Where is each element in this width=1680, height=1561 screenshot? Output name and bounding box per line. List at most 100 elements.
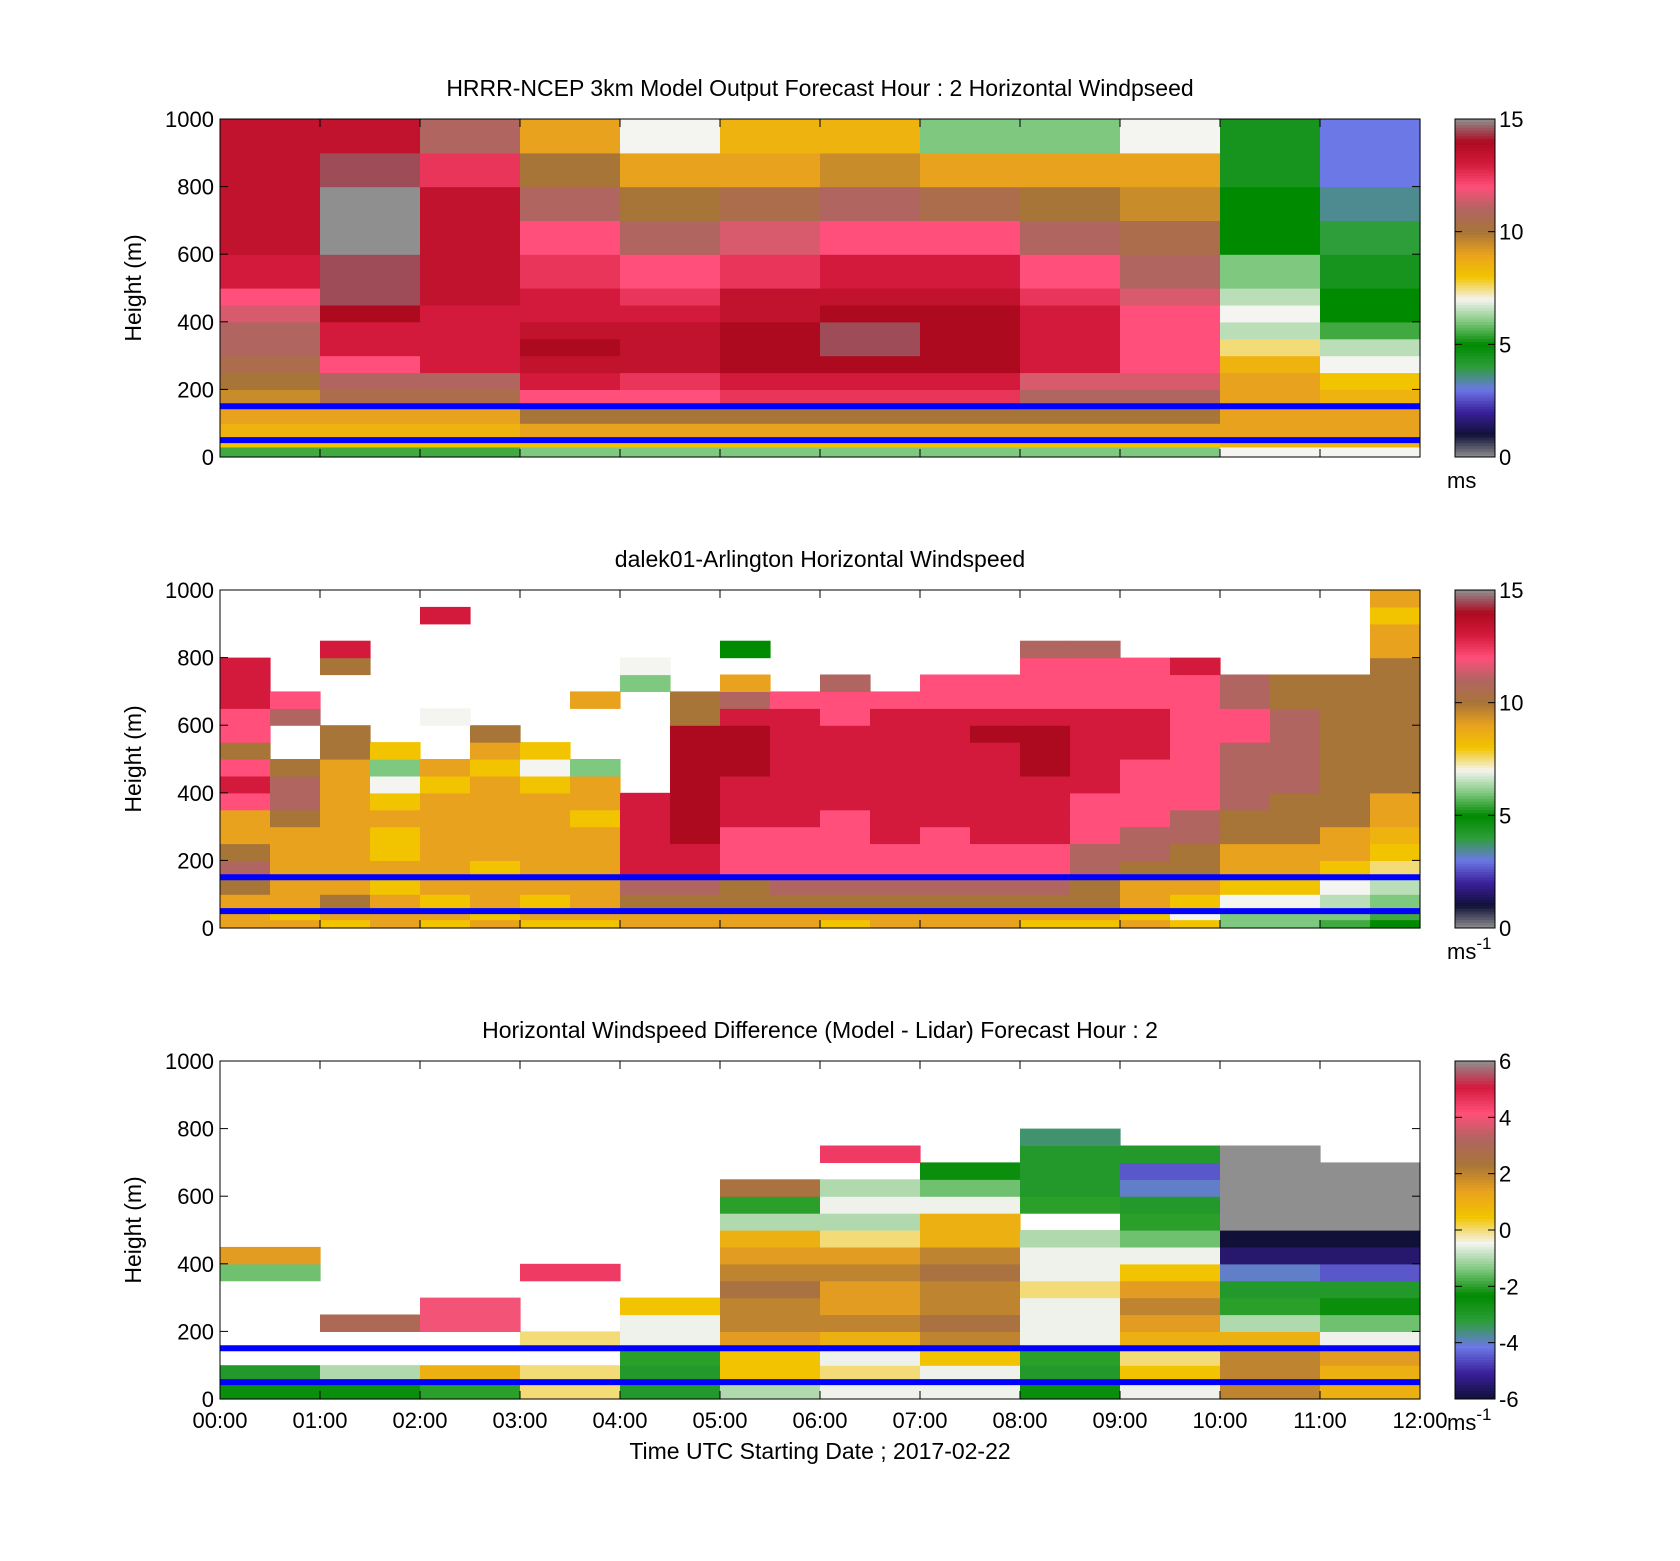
heatmap-cell xyxy=(620,406,721,424)
colorbar-segment xyxy=(1455,1218,1495,1222)
heatmap-cell xyxy=(1170,674,1221,692)
heatmap-cell xyxy=(520,775,571,794)
heatmap-cell xyxy=(1120,1213,1221,1231)
colorbar-segment xyxy=(1455,1320,1495,1324)
colorbar-segment xyxy=(1455,651,1495,656)
heatmap-cell xyxy=(720,446,821,458)
colorbar-segment xyxy=(1455,719,1495,723)
colorbar-segment xyxy=(1455,874,1495,878)
colorbar-segment xyxy=(1455,1083,1495,1087)
colorbar-segment xyxy=(1455,789,1495,794)
heatmap-cell xyxy=(620,1382,721,1400)
heatmap-cell xyxy=(220,446,321,458)
heatmap-cell xyxy=(820,1179,921,1197)
heatmap-cell xyxy=(320,1382,421,1400)
heatmap-cell xyxy=(520,406,621,424)
colorbar-tick-label: 4 xyxy=(1499,1105,1511,1130)
heatmap-cell xyxy=(720,355,821,374)
colorbar-segment xyxy=(1455,826,1495,830)
heatmap-cell xyxy=(1120,792,1171,811)
colorbar-segment xyxy=(1455,682,1495,687)
heatmap-cell xyxy=(1320,1348,1421,1366)
heatmap-cell xyxy=(1320,708,1371,726)
heatmap-cell xyxy=(770,809,821,828)
heatmap-cell xyxy=(620,220,721,255)
heatmap-cell xyxy=(1070,877,1121,895)
y-tick-label: 0 xyxy=(202,916,214,941)
heatmap-cell xyxy=(1320,338,1421,357)
colorbar-segment xyxy=(1455,206,1495,210)
colorbar-segment xyxy=(1455,911,1495,915)
heatmap-cell xyxy=(820,1348,921,1366)
heatmap-cell xyxy=(920,338,1021,357)
heatmap-cell xyxy=(1270,792,1321,811)
colorbar-segment xyxy=(1455,268,1495,272)
colorbar-segment xyxy=(1455,809,1495,813)
colorbar-segment xyxy=(1455,130,1495,134)
heatmap-cell xyxy=(320,860,371,878)
heatmap-cell xyxy=(920,1280,1021,1299)
heatmap-cell xyxy=(720,1365,821,1383)
heatmap-cell xyxy=(320,406,421,424)
heatmap-cell xyxy=(820,288,921,306)
heatmap-cell xyxy=(1220,1382,1321,1400)
heatmap-cell xyxy=(720,304,821,323)
heatmap-cell xyxy=(470,809,521,828)
colorbar-segment xyxy=(1455,451,1495,455)
colorbar-segment xyxy=(1455,414,1495,418)
heatmap-cell xyxy=(570,775,621,794)
heatmap-cell xyxy=(1020,843,1071,861)
heatmap-cell xyxy=(320,894,371,912)
heatmap-cell xyxy=(920,792,971,811)
heatmap-cell xyxy=(1370,843,1421,861)
heatmap-cell xyxy=(820,423,921,438)
heatmap-cell xyxy=(670,809,721,828)
heatmap-cell xyxy=(720,742,771,760)
colorbar-tick-label: 15 xyxy=(1499,578,1523,603)
heatmap-cell xyxy=(1120,423,1221,438)
heatmap-cell xyxy=(1220,759,1271,777)
colorbar-segment xyxy=(1455,609,1495,613)
colorbar-segment xyxy=(1455,211,1495,216)
colorbar-segment xyxy=(1455,242,1495,247)
heatmap-cell xyxy=(1220,894,1271,912)
colorbar-segment xyxy=(1455,375,1495,379)
heatmap-cell xyxy=(520,321,621,340)
heatmap-cell xyxy=(920,1314,1021,1332)
heatmap-cell xyxy=(220,186,321,221)
colorbar-segment xyxy=(1455,440,1495,444)
heatmap-cell xyxy=(1020,792,1071,811)
heatmap-cell xyxy=(320,254,421,289)
colorbar-segment xyxy=(1455,919,1495,923)
x-tick-label: 08:00 xyxy=(992,1408,1047,1433)
heatmap-cell xyxy=(1220,304,1321,323)
heatmap-cell xyxy=(870,911,921,921)
heatmap-cell xyxy=(620,338,721,357)
heatmap-cell xyxy=(920,355,1021,374)
heatmap-cell xyxy=(620,809,671,828)
heatmap-cell xyxy=(720,1179,821,1197)
heatmap-cell xyxy=(520,1331,621,1349)
heatmap-cell xyxy=(520,759,571,777)
colorbar-segment xyxy=(1455,1069,1495,1073)
colorbar-segment xyxy=(1455,795,1495,799)
colorbar-segment xyxy=(1455,186,1495,190)
heatmap-cell xyxy=(1270,911,1321,921)
heatmap-cell xyxy=(820,1331,921,1349)
heatmap-cell xyxy=(720,119,821,154)
heatmap-cell xyxy=(1020,860,1071,878)
colorbar-segment xyxy=(1455,1252,1495,1256)
heatmap-cell xyxy=(820,1297,921,1316)
heatmap-cell xyxy=(720,674,771,692)
heatmap-cell xyxy=(1020,1331,1121,1349)
heatmap-cell xyxy=(670,792,721,811)
heatmap-cell xyxy=(1120,674,1171,692)
colorbar-segment xyxy=(1455,733,1495,737)
heatmap-cell xyxy=(670,826,721,845)
heatmap-cell xyxy=(220,220,321,255)
colorbar-segment xyxy=(1455,226,1495,230)
colorbar-segment xyxy=(1455,1297,1495,1301)
heatmap-cell xyxy=(420,220,521,255)
colorbar-segment xyxy=(1455,753,1495,757)
colorbar-segment xyxy=(1455,815,1495,819)
